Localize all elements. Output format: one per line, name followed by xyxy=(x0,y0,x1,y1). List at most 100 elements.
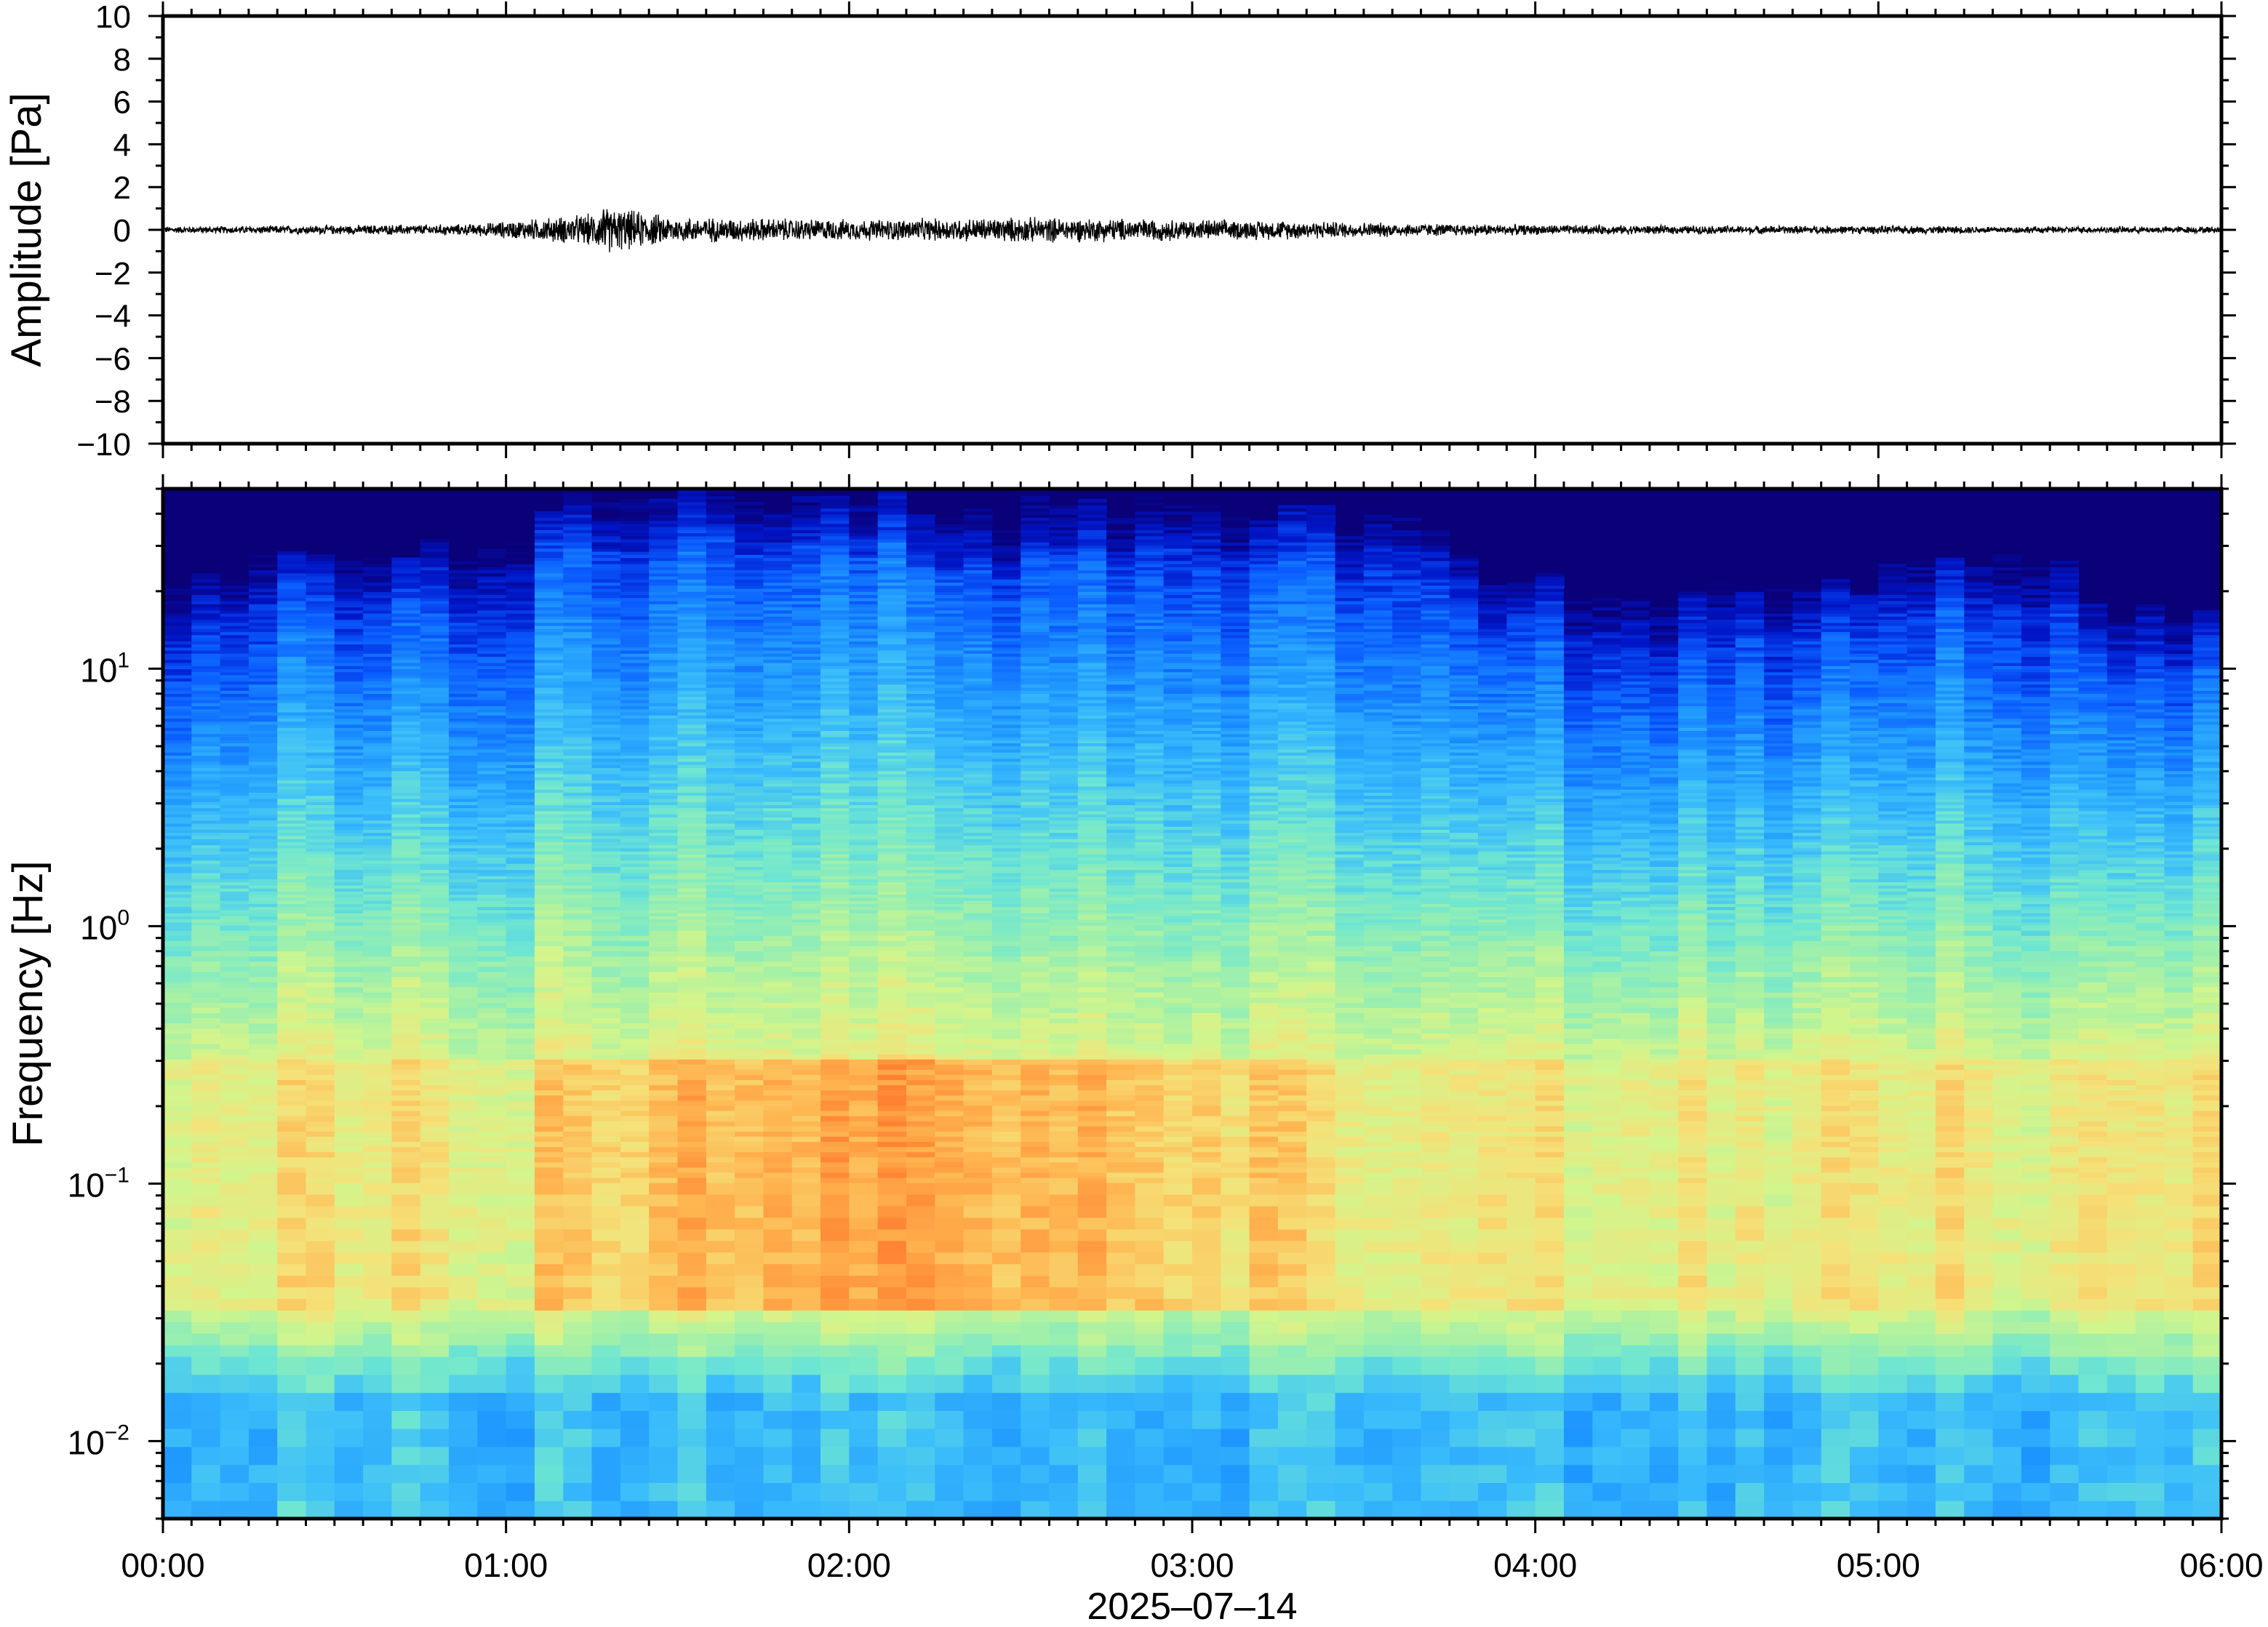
spectrogram-cell xyxy=(763,808,792,812)
spectrogram-cell xyxy=(706,1229,735,1242)
spectrogram-cell xyxy=(563,823,592,827)
spectrogram-cell xyxy=(649,870,678,874)
spectrogram-cell xyxy=(306,799,335,802)
spectrogram-cell xyxy=(477,910,506,914)
spectrogram-cell xyxy=(735,1287,764,1299)
spectrogram-cell xyxy=(820,1162,850,1168)
spectrogram-cell xyxy=(335,693,364,697)
spectrogram-cell xyxy=(706,573,735,577)
spectrogram-cell xyxy=(477,1447,506,1465)
spectrogram-cell xyxy=(277,1116,306,1122)
spectrogram-cell xyxy=(163,1333,192,1346)
spectrogram-cell xyxy=(163,613,192,617)
spectrogram-cell xyxy=(506,564,535,567)
spectrogram-cell xyxy=(477,715,506,719)
spectrogram-cell xyxy=(249,570,278,574)
spectrogram-cell xyxy=(678,876,707,879)
spectrogram-cell xyxy=(763,870,792,874)
spectrogram-cell xyxy=(163,1002,192,1008)
spectrogram-cell xyxy=(363,1100,392,1106)
spectrogram-cell xyxy=(678,539,707,543)
spectrogram-cell xyxy=(592,715,621,719)
spectrogram-cell xyxy=(420,888,450,892)
spectrogram-cell xyxy=(649,1100,678,1106)
spectrogram-cell xyxy=(277,900,306,904)
spectrogram-cell xyxy=(363,891,392,895)
spectrogram-cell xyxy=(220,919,249,923)
spectrogram-cell xyxy=(306,972,335,978)
spectrogram-cell xyxy=(363,1028,392,1034)
spectrogram-cell xyxy=(477,1500,506,1519)
spectrogram-cell xyxy=(191,591,220,595)
spectrogram-cell xyxy=(592,740,621,743)
spectrogram-cell xyxy=(535,786,564,790)
spectrogram-cell xyxy=(649,508,678,512)
spectrogram-cell xyxy=(535,1393,564,1411)
spectrogram-cell xyxy=(220,668,249,672)
spectrogram-cell xyxy=(449,1049,478,1055)
spectrogram-cell xyxy=(735,811,764,815)
spectrogram-cell xyxy=(763,789,792,793)
spectrogram-cell xyxy=(249,1018,278,1023)
spectrogram-cell xyxy=(306,591,335,595)
spectrogram-cell xyxy=(163,1287,192,1299)
spectrogram-cell xyxy=(449,922,478,926)
spectrogram-cell xyxy=(506,1106,535,1111)
spectrogram-cell xyxy=(191,1085,220,1091)
spectrogram-cell xyxy=(191,644,220,647)
spectrogram-cell xyxy=(620,1059,650,1065)
spectrogram-cell xyxy=(163,808,192,812)
spectrogram-cell xyxy=(735,1310,764,1322)
spectrogram-cell xyxy=(820,839,850,842)
spectrogram-cell xyxy=(335,951,364,956)
spectrogram-cell xyxy=(391,1194,420,1207)
spectrogram-cell xyxy=(306,891,335,895)
spectrogram-cell xyxy=(706,972,735,978)
spectrogram-cell xyxy=(363,1074,392,1080)
spectrogram-cell xyxy=(763,527,792,530)
spectrogram-cell xyxy=(735,616,764,620)
spectrogram-cell xyxy=(792,727,821,731)
spectrogram-cell xyxy=(735,591,764,595)
spectrogram-cell xyxy=(477,774,506,777)
spectrogram-cell xyxy=(792,1131,821,1137)
spectrogram-cell xyxy=(163,1152,192,1158)
spectrogram-cell xyxy=(620,1194,650,1207)
spectrogram-cell xyxy=(335,1162,364,1168)
spectrogram-cell xyxy=(191,907,220,911)
spectrogram-cell xyxy=(277,684,306,688)
spectrogram-cell xyxy=(163,799,192,802)
spectrogram-cell xyxy=(649,740,678,743)
spectrogram-cell xyxy=(220,1044,249,1050)
spectrogram-cell xyxy=(335,721,364,725)
spectrogram-cell xyxy=(220,1028,249,1034)
spectrogram-cell xyxy=(477,635,506,639)
spectrogram-cell xyxy=(763,564,792,567)
spectrogram-cell xyxy=(820,946,850,951)
spectrogram-cell xyxy=(449,860,478,864)
spectrogram-cell xyxy=(249,823,278,827)
spectrogram-cell xyxy=(763,554,792,558)
spectrogram-cell xyxy=(506,1298,535,1311)
spectrogram-cell xyxy=(449,635,478,639)
spectrogram-cell xyxy=(420,900,450,904)
spectrogram-cell xyxy=(678,752,707,756)
spectrogram-cell xyxy=(191,1069,220,1075)
spectrogram-cell xyxy=(706,709,735,713)
spectrogram-cell xyxy=(649,1090,678,1096)
spectrogram-cell xyxy=(506,1007,535,1013)
spectrogram-cell xyxy=(763,684,792,688)
spectrogram-cell xyxy=(506,907,535,911)
spectrogram-cell xyxy=(820,900,850,904)
spectrogram-cell xyxy=(563,1482,592,1500)
spectrogram-cell xyxy=(420,930,450,936)
spectrogram-cell xyxy=(620,690,650,694)
spectrogram-cell xyxy=(163,635,192,639)
spectrogram-cell xyxy=(649,554,678,558)
spectrogram-cell xyxy=(306,882,335,886)
spectrogram-cell xyxy=(477,1012,506,1018)
spectrogram-cell xyxy=(306,647,335,651)
spectrogram-cell xyxy=(820,820,850,824)
spectrogram-cell xyxy=(735,1106,764,1111)
spectrogram-cell xyxy=(335,1054,364,1060)
